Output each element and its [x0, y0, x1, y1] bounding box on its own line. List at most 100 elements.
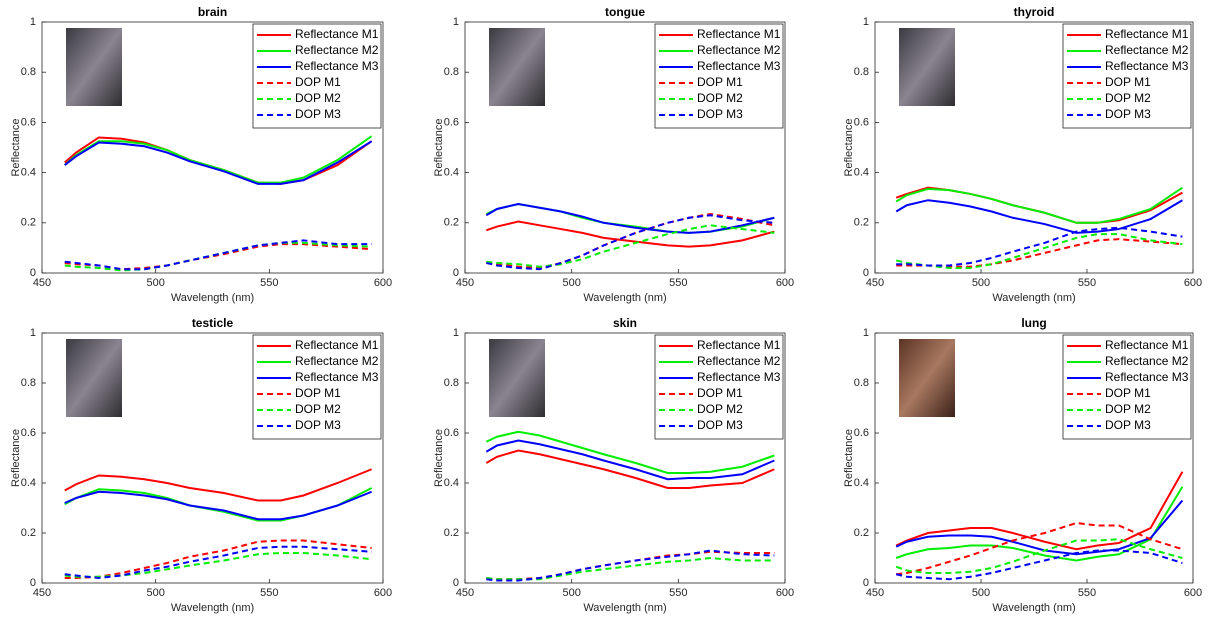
y-tick-label: 0.6	[854, 427, 869, 439]
legend-label: DOP M2	[295, 91, 341, 105]
y-tick-label: 0.4	[444, 477, 459, 489]
x-tick-label: 600	[776, 587, 794, 599]
x-tick-label: 450	[866, 277, 884, 289]
y-tick-label: 0.8	[444, 377, 459, 389]
series-line	[64, 552, 372, 578]
legend-label: Reflectance M2	[697, 354, 781, 368]
legend-label: DOP M3	[295, 107, 341, 121]
y-axis-label: Reflectance	[10, 118, 22, 176]
legend-label: Reflectance M3	[1105, 370, 1189, 384]
legend-label: DOP M2	[295, 402, 341, 416]
x-tick-label: 550	[1078, 277, 1096, 289]
y-tick-label: 0.2	[854, 217, 869, 229]
y-tick-label: 0.2	[21, 217, 36, 229]
legend-label: Reflectance M2	[295, 43, 379, 57]
x-tick-label: 450	[456, 587, 474, 599]
series-line	[485, 439, 775, 481]
legend-label: Reflectance M2	[295, 354, 379, 368]
series-line	[895, 499, 1184, 556]
chart-title: thyroid	[1014, 5, 1055, 19]
y-tick-label: 0.4	[854, 477, 869, 489]
x-tick-label: 600	[1184, 277, 1202, 289]
y-tick-label: 0	[30, 577, 36, 589]
legend-label: DOP M2	[697, 91, 743, 105]
subplot: 450 500 550 600 0 0.2 0.4 0.6 0.8 1 skin Wavelength…	[433, 316, 794, 614]
legend-label: Reflectance M2	[697, 43, 781, 57]
y-tick-label: 1	[30, 327, 36, 339]
legend-label: DOP M3	[697, 107, 743, 121]
chart-title: tongue	[605, 5, 645, 19]
x-tick-label: 550	[669, 587, 687, 599]
series-line	[485, 202, 775, 234]
y-tick-label: 0.6	[21, 116, 36, 128]
legend-box	[1062, 334, 1192, 440]
y-tick-label: 0.6	[444, 116, 459, 128]
legend-box	[654, 23, 784, 129]
subplot: 450 500 550 600 0 0.2 0.4 0.6 0.8 1 testicle Wavele…	[10, 316, 392, 614]
legend-label: Reflectance M3	[697, 370, 781, 384]
legend-label: Reflectance M2	[1105, 43, 1189, 57]
y-tick-label: 0.8	[854, 66, 869, 78]
y-axis-label: Reflectance	[843, 429, 855, 487]
y-tick-label: 0.8	[21, 66, 36, 78]
x-tick-label: 500	[146, 277, 164, 289]
y-tick-label: 0.2	[444, 217, 459, 229]
series-line	[486, 224, 775, 268]
chart-title: skin	[613, 316, 637, 330]
subplot: 450 500 550 600 0 0.2 0.4 0.6 0.8 1 tongue Waveleng…	[433, 5, 794, 304]
inset-image	[66, 28, 122, 106]
legend-label: Reflectance M1	[697, 338, 781, 352]
y-axis-label: Reflectance	[10, 429, 22, 487]
chart-title: brain	[198, 5, 227, 19]
legend-box	[1062, 23, 1192, 129]
y-tick-label: 1	[453, 327, 459, 339]
y-tick-label: 0.8	[444, 66, 459, 78]
y-tick-label: 0	[863, 577, 869, 589]
x-tick-label: 600	[374, 277, 392, 289]
series-line	[64, 140, 373, 185]
series-line	[485, 430, 775, 474]
legend-label: Reflectance M3	[1105, 59, 1189, 73]
legend-label: Reflectance M1	[697, 27, 781, 41]
legend-box	[252, 23, 382, 129]
legend-label: Reflectance M3	[295, 370, 379, 384]
y-tick-label: 1	[863, 16, 869, 28]
x-tick-label: 450	[33, 587, 51, 599]
legend-label: Reflectance M1	[295, 338, 379, 352]
legend-label: DOP M3	[295, 418, 341, 432]
legend-label: Reflectance M1	[1105, 27, 1189, 41]
y-axis-label: Reflectance	[433, 429, 445, 487]
legend-label: DOP M1	[1105, 386, 1151, 400]
legend-label: DOP M1	[295, 75, 341, 89]
y-tick-label: 0.8	[21, 377, 36, 389]
x-tick-label: 450	[456, 277, 474, 289]
y-tick-label: 0.4	[444, 167, 459, 179]
y-tick-label: 0.4	[21, 477, 36, 489]
legend-label: DOP M1	[697, 75, 743, 89]
x-tick-label: 500	[562, 277, 580, 289]
series-line	[64, 135, 373, 184]
y-tick-label: 0.8	[854, 377, 869, 389]
subplot: 450 500 550 600 0 0.2 0.4 0.6 0.8 1 lung Wavelength…	[843, 316, 1202, 614]
legend-label: DOP M3	[1105, 418, 1151, 432]
x-tick-label: 600	[776, 277, 794, 289]
x-tick-label: 450	[866, 587, 884, 599]
x-tick-label: 500	[146, 587, 164, 599]
x-axis-label: Wavelength (nm)	[171, 292, 254, 304]
y-axis-label: Reflectance	[433, 118, 445, 176]
series-line	[486, 549, 775, 582]
x-axis-label: Wavelength (nm)	[171, 602, 254, 614]
inset-image	[489, 28, 545, 106]
subplot: 450 500 550 600 0 0.2 0.4 0.6 0.8 1 brain Wavelengt…	[10, 5, 392, 304]
series-line	[485, 449, 775, 489]
inset-image	[489, 339, 545, 417]
legend-label: DOP M1	[697, 386, 743, 400]
legend-label: Reflectance M3	[697, 59, 781, 73]
series-line	[486, 556, 775, 581]
x-axis-label: Wavelength (nm)	[992, 602, 1075, 614]
series-line	[64, 241, 372, 272]
series-line	[895, 471, 1184, 551]
x-tick-label: 450	[33, 277, 51, 289]
x-tick-label: 600	[1184, 587, 1202, 599]
